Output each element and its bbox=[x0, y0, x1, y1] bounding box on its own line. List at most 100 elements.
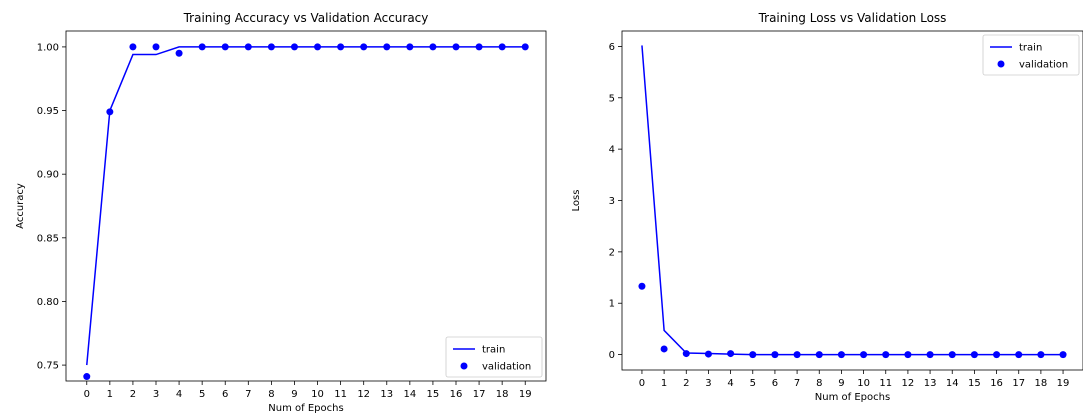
accuracy-chart: Training Accuracy vs Validation Accuracy… bbox=[15, 11, 547, 414]
chart-title: Training Accuracy vs Validation Accuracy bbox=[183, 11, 429, 25]
series-line-train bbox=[86, 46, 526, 366]
x-tick-label: 14 bbox=[403, 389, 416, 400]
data-point-validation bbox=[1015, 351, 1023, 359]
data-point-validation bbox=[498, 43, 506, 51]
data-point-validation bbox=[106, 108, 114, 116]
x-axis-label: Num of Epochs bbox=[815, 392, 890, 403]
x-tick-label: 5 bbox=[199, 389, 205, 400]
data-point-validation bbox=[429, 43, 437, 51]
x-axis-label: Num of Epochs bbox=[268, 403, 343, 414]
x-tick-label: 7 bbox=[245, 389, 251, 400]
x-tick-label: 3 bbox=[705, 378, 711, 389]
data-point-validation bbox=[815, 351, 823, 359]
data-point-validation bbox=[682, 350, 690, 358]
data-point-validation bbox=[948, 351, 956, 359]
plot-frame bbox=[621, 30, 1083, 371]
legend-label: validation bbox=[1019, 60, 1068, 71]
y-tick-label: 0.90 bbox=[37, 170, 59, 181]
plot-frame bbox=[65, 30, 547, 382]
x-tick-label: 19 bbox=[1057, 378, 1070, 389]
series-line-train bbox=[641, 45, 1064, 356]
data-point-validation bbox=[383, 43, 391, 51]
x-tick-label: 13 bbox=[924, 378, 937, 389]
data-point-validation bbox=[704, 350, 712, 358]
x-tick-label: 6 bbox=[222, 389, 228, 400]
x-tick-label: 0 bbox=[84, 389, 90, 400]
data-point-validation bbox=[638, 282, 646, 290]
data-point-validation bbox=[1037, 351, 1045, 359]
x-tick-label: 19 bbox=[519, 389, 532, 400]
x-tick-label: 15 bbox=[968, 378, 981, 389]
data-point-validation bbox=[267, 43, 275, 51]
y-tick-label: 0.80 bbox=[37, 297, 59, 308]
y-tick-label: 3 bbox=[609, 196, 615, 207]
x-tick-label: 1 bbox=[661, 378, 667, 389]
y-tick-label: 2 bbox=[609, 247, 615, 258]
data-point-validation bbox=[337, 43, 345, 51]
data-point-validation bbox=[129, 43, 137, 51]
data-point-validation bbox=[290, 43, 298, 51]
data-point-validation bbox=[882, 351, 890, 359]
x-tick-label: 5 bbox=[750, 378, 756, 389]
y-tick-label: 6 bbox=[609, 42, 615, 53]
legend-box bbox=[445, 336, 543, 378]
x-tick-label: 16 bbox=[990, 378, 1003, 389]
y-tick-label: 0.75 bbox=[37, 361, 59, 372]
x-tick-label: 4 bbox=[727, 378, 733, 389]
x-tick-label: 12 bbox=[902, 378, 915, 389]
x-tick-label: 18 bbox=[1035, 378, 1048, 389]
data-point-validation bbox=[793, 351, 801, 359]
data-point-validation bbox=[970, 351, 978, 359]
y-axis-label: Loss bbox=[571, 190, 582, 212]
y-tick-label: 4 bbox=[609, 145, 615, 156]
data-point-validation bbox=[727, 350, 735, 358]
x-tick-label: 16 bbox=[450, 389, 463, 400]
x-tick-label: 2 bbox=[683, 378, 689, 389]
x-tick-label: 12 bbox=[357, 389, 370, 400]
y-tick-label: 1.00 bbox=[37, 42, 59, 53]
y-tick-label: 1 bbox=[609, 299, 615, 310]
x-tick-label: 2 bbox=[130, 389, 136, 400]
legend: train validation bbox=[982, 34, 1080, 76]
data-point-validation bbox=[993, 351, 1001, 359]
x-tick-label: 1 bbox=[107, 389, 113, 400]
data-point-validation bbox=[771, 351, 779, 359]
chart-title: Training Loss vs Validation Loss bbox=[758, 11, 947, 25]
data-point-validation bbox=[314, 43, 322, 51]
y-axis-label: Accuracy bbox=[15, 183, 26, 229]
data-point-validation bbox=[152, 43, 160, 51]
legend-label: train bbox=[1019, 43, 1042, 54]
legend: train validation bbox=[445, 336, 543, 378]
x-tick-label: 8 bbox=[816, 378, 822, 389]
y-tick-label: 0 bbox=[609, 350, 615, 361]
legend-marker-swatch bbox=[460, 362, 468, 370]
legend-box bbox=[982, 34, 1080, 76]
x-tick-label: 17 bbox=[473, 389, 486, 400]
data-point-validation bbox=[904, 351, 912, 359]
data-point-validation bbox=[660, 345, 668, 353]
x-tick-label: 11 bbox=[879, 378, 892, 389]
x-tick-label: 7 bbox=[794, 378, 800, 389]
data-point-validation bbox=[749, 351, 757, 359]
x-tick-label: 14 bbox=[946, 378, 959, 389]
x-tick-label: 9 bbox=[291, 389, 297, 400]
data-point-validation bbox=[244, 43, 252, 51]
data-point-validation bbox=[521, 43, 529, 51]
x-tick-label: 3 bbox=[153, 389, 159, 400]
y-tick-label: 0.95 bbox=[37, 106, 59, 117]
data-point-validation bbox=[406, 43, 414, 51]
x-tick-label: 9 bbox=[838, 378, 844, 389]
x-tick-label: 15 bbox=[427, 389, 440, 400]
x-tick-label: 4 bbox=[176, 389, 182, 400]
data-point-validation bbox=[837, 351, 845, 359]
legend-marker-swatch bbox=[997, 60, 1005, 68]
data-point-validation bbox=[926, 351, 934, 359]
data-point-validation bbox=[860, 351, 868, 359]
data-point-validation bbox=[360, 43, 368, 51]
x-tick-label: 18 bbox=[496, 389, 509, 400]
x-tick-label: 11 bbox=[334, 389, 347, 400]
x-tick-label: 10 bbox=[311, 389, 324, 400]
y-tick-label: 5 bbox=[609, 93, 615, 104]
